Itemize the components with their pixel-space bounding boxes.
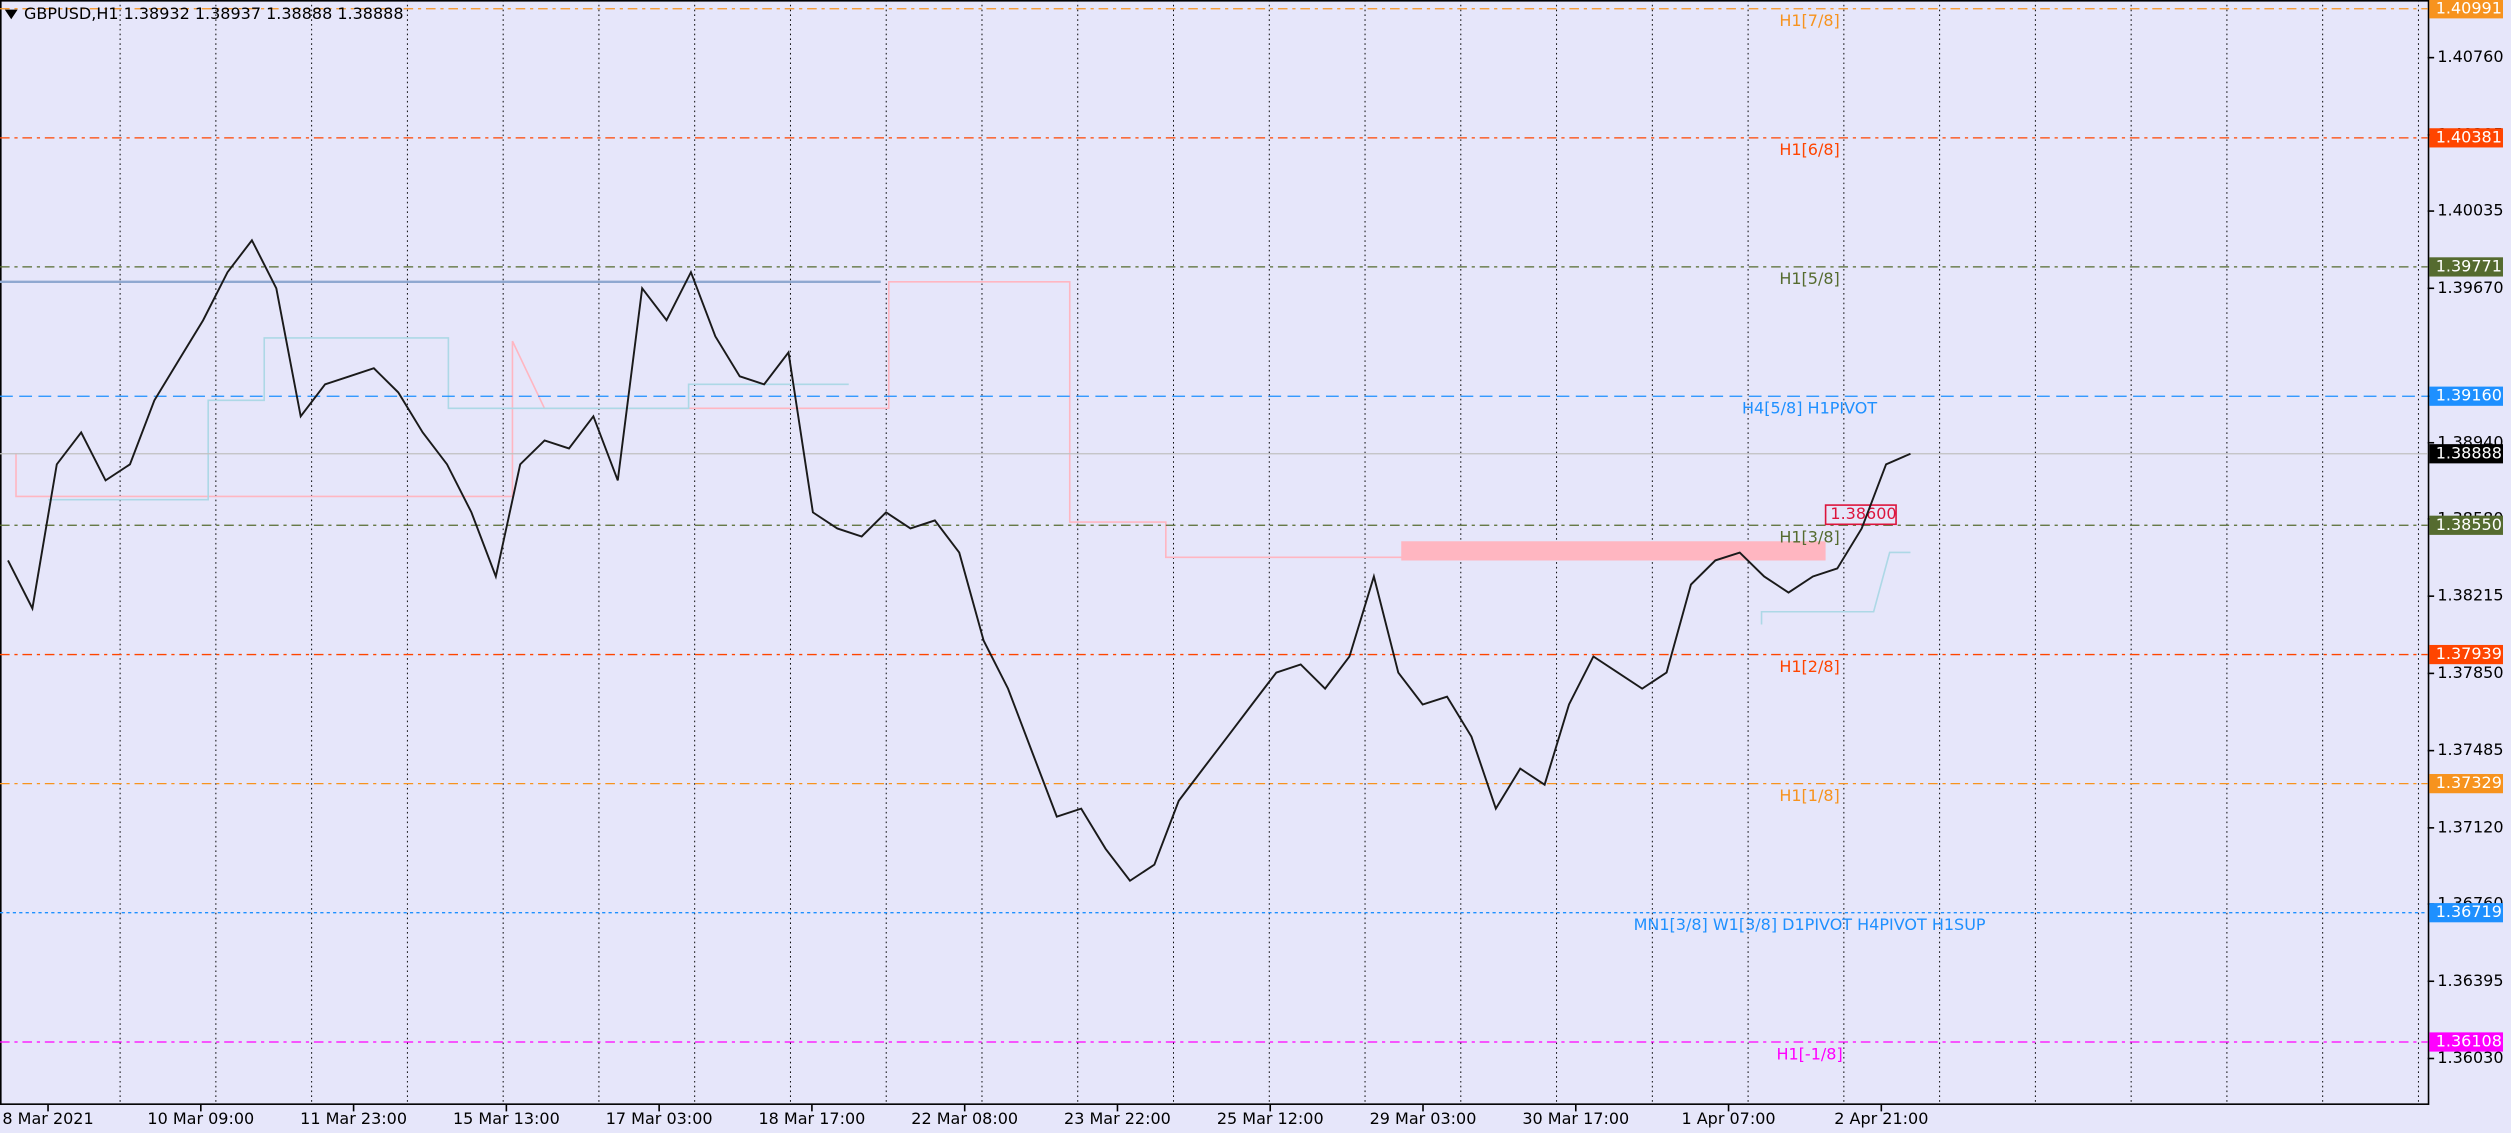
price-tag <box>2429 774 2503 794</box>
price-tick-label: 1.37120 <box>2437 817 2503 836</box>
indicator-line <box>48 337 849 501</box>
price-tick-label: 1.39670 <box>2437 278 2503 297</box>
price-tag-label: 1.36719 <box>2436 902 2502 921</box>
price-tag <box>2429 257 2503 277</box>
price-tag-label: 1.38550 <box>2436 515 2502 534</box>
time-label: 25 Mar 12:00 <box>1217 1109 1324 1128</box>
price-tag <box>2429 1032 2503 1052</box>
indicator-line <box>1760 551 1911 625</box>
price-tag <box>2429 903 2503 923</box>
price-tick-label: 1.38215 <box>2437 586 2503 605</box>
level-label: H1[5/8] <box>1779 269 1839 288</box>
levels: H1[7/8] H1[6/8] H1[5/8] H4[5/8] H1PIVOT H1[3… <box>0 8 2428 1063</box>
price-tag <box>2429 515 2503 535</box>
price-tag <box>2429 444 2503 464</box>
price-tick-label: 1.40760 <box>2437 47 2503 66</box>
level-label: H4[5/8] H1PIVOT <box>1742 399 1877 418</box>
menu-arrow[interactable] <box>4 9 18 20</box>
time-label: 30 Mar 17:00 <box>1522 1109 1629 1128</box>
price-series <box>7 238 1911 883</box>
price-tick-label: 1.37850 <box>2437 663 2503 682</box>
level-label: H1[1/8] <box>1779 786 1839 805</box>
price-tag <box>2429 386 2503 406</box>
zone <box>1401 541 1826 561</box>
price-tag <box>2429 0 2503 19</box>
price-tick-label: 1.36030 <box>2437 1048 2503 1067</box>
level-label: H1[2/8] <box>1779 657 1839 676</box>
price-tick-label: 1.40035 <box>2437 201 2503 220</box>
level-label: H1[7/8] <box>1779 11 1839 30</box>
time-label: 23 Mar 22:00 <box>1064 1109 1171 1128</box>
price-tag-label: 1.39160 <box>2436 386 2502 405</box>
marker-label: 1.38600 <box>1830 504 1896 523</box>
plot-frame <box>0 0 2430 1105</box>
level-label: H1[6/8] <box>1779 140 1839 159</box>
time-label: 8 Mar 2021 <box>2 1109 93 1128</box>
level-label: H1[-1/8] <box>1776 1044 1842 1063</box>
price-tag-label: 1.40381 <box>2436 127 2502 146</box>
time-label: 10 Mar 09:00 <box>147 1109 254 1128</box>
price-line <box>7 238 1911 883</box>
current-price-label: 1.38888 <box>2436 443 2502 462</box>
time-label: 18 Mar 17:00 <box>758 1109 865 1128</box>
symbol-header: GBPUSD,H1 1.38932 1.38937 1.38888 1.3888… <box>24 4 404 23</box>
marker-box <box>1824 504 1897 526</box>
price-tag <box>2429 644 2503 665</box>
level-label: H1[3/8] <box>1779 528 1839 547</box>
time-label: 17 Mar 03:00 <box>606 1109 713 1128</box>
price-tag-label: 1.36108 <box>2436 1031 2502 1050</box>
price-tag-label: 1.39771 <box>2436 256 2502 275</box>
level-label: MN1[3/8] W1[3/8] D1PIVOT H4PIVOT H1SUP <box>1634 915 1986 934</box>
time-label: 22 Mar 08:00 <box>911 1109 1018 1128</box>
indicator-line <box>15 281 1602 559</box>
time-label: 29 Mar 03:00 <box>1370 1109 1477 1128</box>
time-label: 15 Mar 13:00 <box>453 1109 560 1128</box>
time-label: 1 Apr 07:00 <box>1681 1109 1775 1128</box>
price-tick-label: 1.36395 <box>2437 971 2503 990</box>
price-tag <box>2429 128 2503 148</box>
price-tick-label: 1.37485 <box>2437 740 2503 759</box>
time-label: 11 Mar 23:00 <box>300 1109 407 1128</box>
price-tag-label: 1.40991 <box>2436 0 2502 17</box>
time-label: 2 Apr 21:00 <box>1834 1109 1928 1128</box>
price-tag-label: 1.37329 <box>2436 773 2502 792</box>
price-tag-label: 1.37939 <box>2436 644 2502 663</box>
